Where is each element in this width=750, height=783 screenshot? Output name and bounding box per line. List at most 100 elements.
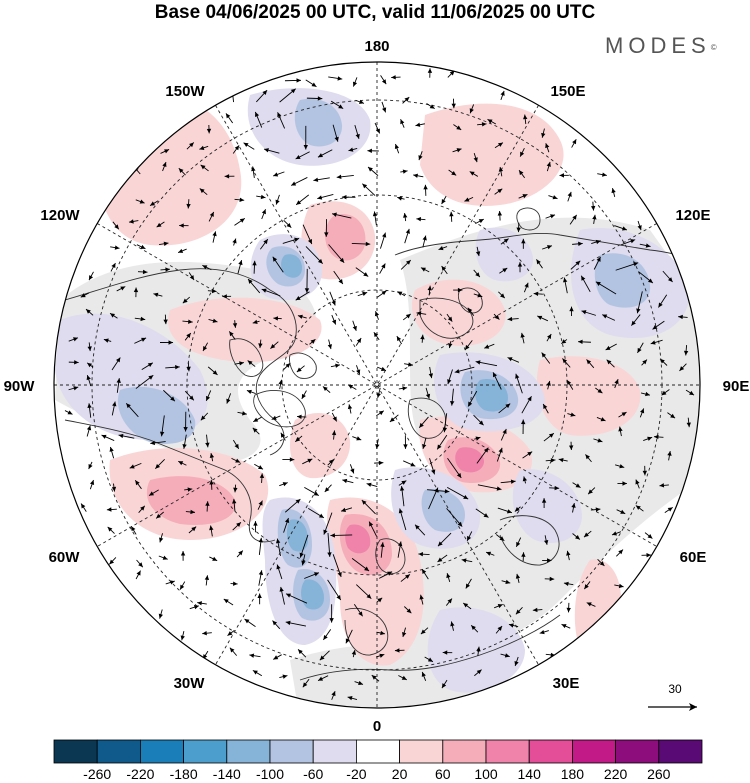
wind-vector-head xyxy=(496,486,502,491)
wind-vector-head xyxy=(536,259,541,265)
wind-vector-head xyxy=(291,181,297,186)
wind-vector-head xyxy=(153,292,159,297)
wind-vector-head xyxy=(345,638,350,644)
wind-vector-head xyxy=(400,119,405,125)
wind-vector-head xyxy=(159,431,165,437)
wind-vector-head xyxy=(252,319,258,324)
wind-vector-head xyxy=(178,461,184,466)
wind-vector-head xyxy=(586,602,592,607)
wind-vector-head xyxy=(241,411,247,416)
wind-vector-head xyxy=(599,561,605,566)
wind-vector-head xyxy=(239,218,245,223)
wind-vector-head xyxy=(232,498,237,504)
wind-vector-head xyxy=(149,491,155,496)
wind-vector-head xyxy=(317,153,323,158)
wind-vector-head xyxy=(73,386,79,391)
wind-vector-head xyxy=(348,147,354,152)
wind-vector-head xyxy=(337,76,343,81)
wind-vector-head xyxy=(375,128,380,134)
wind-vector-head xyxy=(640,408,645,414)
lon-label-150e: 150E xyxy=(550,83,585,100)
wind-vector-head xyxy=(597,438,603,443)
wind-vector-head xyxy=(163,319,168,325)
wind-vector-head xyxy=(199,188,205,194)
wind-vector-head xyxy=(516,541,521,547)
wind-vector-head xyxy=(521,552,526,557)
wind-vector-head xyxy=(74,360,79,365)
wind-vector-head xyxy=(111,263,116,269)
wind-vector-head xyxy=(533,291,539,297)
wind-vector-head xyxy=(584,584,589,590)
wind-vector-head xyxy=(606,359,612,365)
colorbar: -260 -220 -180 -140 -100 -60 -20 20 60 100 140 180 2… xyxy=(53,739,703,782)
wind-vector-head xyxy=(89,480,95,486)
wind-vector-head xyxy=(595,507,601,512)
wind-vector-head xyxy=(347,404,353,410)
map-disk xyxy=(54,62,700,708)
wind-vector-head xyxy=(139,199,145,204)
wind-vector-head xyxy=(523,114,528,120)
colorbar-swatch xyxy=(96,739,141,764)
wind-vector-head xyxy=(332,416,337,422)
wind-vector-head xyxy=(475,272,480,278)
wind-vector-head xyxy=(358,680,364,686)
wind-vector-head xyxy=(373,332,379,338)
wind-vector-head xyxy=(297,414,302,419)
wind-vector-head xyxy=(299,552,304,558)
wind-vector-head xyxy=(537,315,543,320)
wind-vector-head xyxy=(253,521,258,526)
wind-vector-head xyxy=(382,107,387,113)
wind-vector-head xyxy=(275,199,280,205)
wind-vector-head xyxy=(158,613,163,619)
wind-vector-head xyxy=(183,427,188,432)
wind-vector-head xyxy=(297,314,303,319)
wind-vector-head xyxy=(419,422,424,428)
wind-vector-head xyxy=(150,440,156,446)
wind-vector-head xyxy=(614,379,619,385)
wind-vector-head xyxy=(467,307,473,313)
wind-vector-head xyxy=(106,507,112,512)
wind-vector-head xyxy=(508,623,514,628)
wind-vector-head xyxy=(486,551,492,556)
wind-vector-head xyxy=(140,244,146,249)
wind-vector-head xyxy=(405,260,411,265)
wind-vector-head xyxy=(622,481,627,486)
wind-vector-head xyxy=(403,444,408,449)
wind-vector-head xyxy=(273,172,279,177)
wind-vector-head xyxy=(225,113,231,119)
wind-vector-head xyxy=(252,260,257,266)
wind-vector-head xyxy=(86,375,91,381)
wind-vector-head xyxy=(381,79,387,85)
wind-vector-head xyxy=(372,211,378,217)
colorbar-swatch xyxy=(269,739,314,764)
wind-vector-head xyxy=(358,99,364,104)
wind-vector-head xyxy=(483,513,489,518)
colorbar-tick-label: -180 xyxy=(170,766,198,782)
wind-vector-head xyxy=(338,279,343,284)
map-title: Base 04/06/2025 00 UTC, valid 11/06/2025… xyxy=(154,2,596,23)
wind-vector-head xyxy=(670,413,676,419)
wind-vector-head xyxy=(463,603,469,608)
wind-vector-head xyxy=(141,337,147,342)
colorbar-tick-label: -220 xyxy=(126,766,154,782)
wind-vector-head xyxy=(667,507,673,512)
wind-vector-head xyxy=(227,631,233,636)
wind-vector-head xyxy=(448,343,453,349)
colorbar-tick-label: 220 xyxy=(604,766,628,782)
wind-vector-head xyxy=(226,398,231,404)
wind-vector-head xyxy=(423,184,428,190)
lon-label-0: 0 xyxy=(373,718,381,735)
wind-vector-head xyxy=(336,595,341,600)
wind-vector-head xyxy=(584,532,589,538)
wind-vector-head xyxy=(546,245,552,250)
wind-vector-head xyxy=(451,171,457,176)
wind-vector-head xyxy=(602,172,607,177)
wind-vector-head xyxy=(405,228,410,234)
wind-vector-head xyxy=(303,144,308,150)
wind-vector-head xyxy=(611,188,616,194)
wind-vector-head xyxy=(133,287,139,293)
wind-vector-head xyxy=(646,552,652,558)
map-border xyxy=(53,61,701,709)
wind-vector-head xyxy=(87,403,92,408)
wind-vector-head xyxy=(363,272,369,277)
